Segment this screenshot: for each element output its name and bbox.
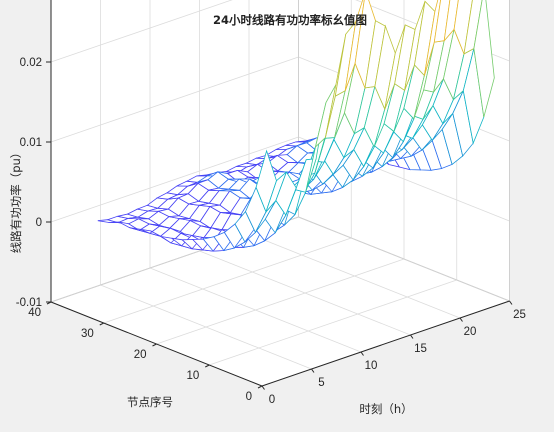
- y-tick-mark: [205, 364, 210, 368]
- z-tick-label: 0.02: [20, 57, 42, 69]
- tick-labels: 0510152025010203040-0.0100.010.020.030.0…: [16, 57, 526, 406]
- y-tick-label: 0: [246, 391, 252, 403]
- x-tick-label: 5: [318, 377, 324, 389]
- y-tick-label: 20: [134, 349, 147, 361]
- z-tick-label: -0.01: [16, 297, 42, 309]
- floor-grid-y: [156, 258, 405, 345]
- back-wall-grid-z: [50, 0, 233, 63]
- back-wall-grid-z: [50, 56, 299, 143]
- back-wall-grid-z: [50, 136, 299, 223]
- x-tick-label: 0: [269, 394, 275, 406]
- x-tick-mark: [261, 385, 265, 390]
- z-axis-label: 线路有功功率（pu）: [9, 147, 23, 254]
- y-tick-label: 40: [28, 307, 41, 319]
- x-tick-label: 15: [414, 343, 427, 355]
- box-edge: [298, 216, 510, 302]
- z-tick-label: 0: [36, 217, 42, 229]
- surface-mesh: [97, 0, 495, 252]
- y-tick-mark: [257, 385, 263, 389]
- x-tick-mark: [410, 334, 414, 339]
- floor-grid-y: [103, 237, 352, 324]
- x-tick-mark: [311, 368, 315, 373]
- y-tick-label: 30: [81, 328, 94, 340]
- x-axis-label: 时刻（h）: [359, 402, 412, 416]
- y-tick-label: 10: [186, 370, 199, 382]
- x-axis-line: [261, 300, 510, 387]
- x-tick-label: 25: [513, 309, 526, 321]
- surface-cell: [473, 0, 495, 118]
- x-tick-mark: [360, 351, 364, 356]
- x-tick-label: 10: [365, 360, 378, 372]
- x-tick-label: 20: [464, 326, 477, 338]
- y-axis-label: 节点序号: [127, 395, 173, 409]
- y-tick-mark: [99, 322, 104, 326]
- y-tick-mark: [152, 343, 157, 347]
- x-tick-mark: [459, 317, 463, 322]
- floor-grid-y: [209, 279, 457, 366]
- x-tick-mark: [509, 300, 513, 305]
- chart-title: 24小时线路有功功率标幺值图: [213, 13, 367, 27]
- z-tick-label: 0.01: [20, 137, 42, 149]
